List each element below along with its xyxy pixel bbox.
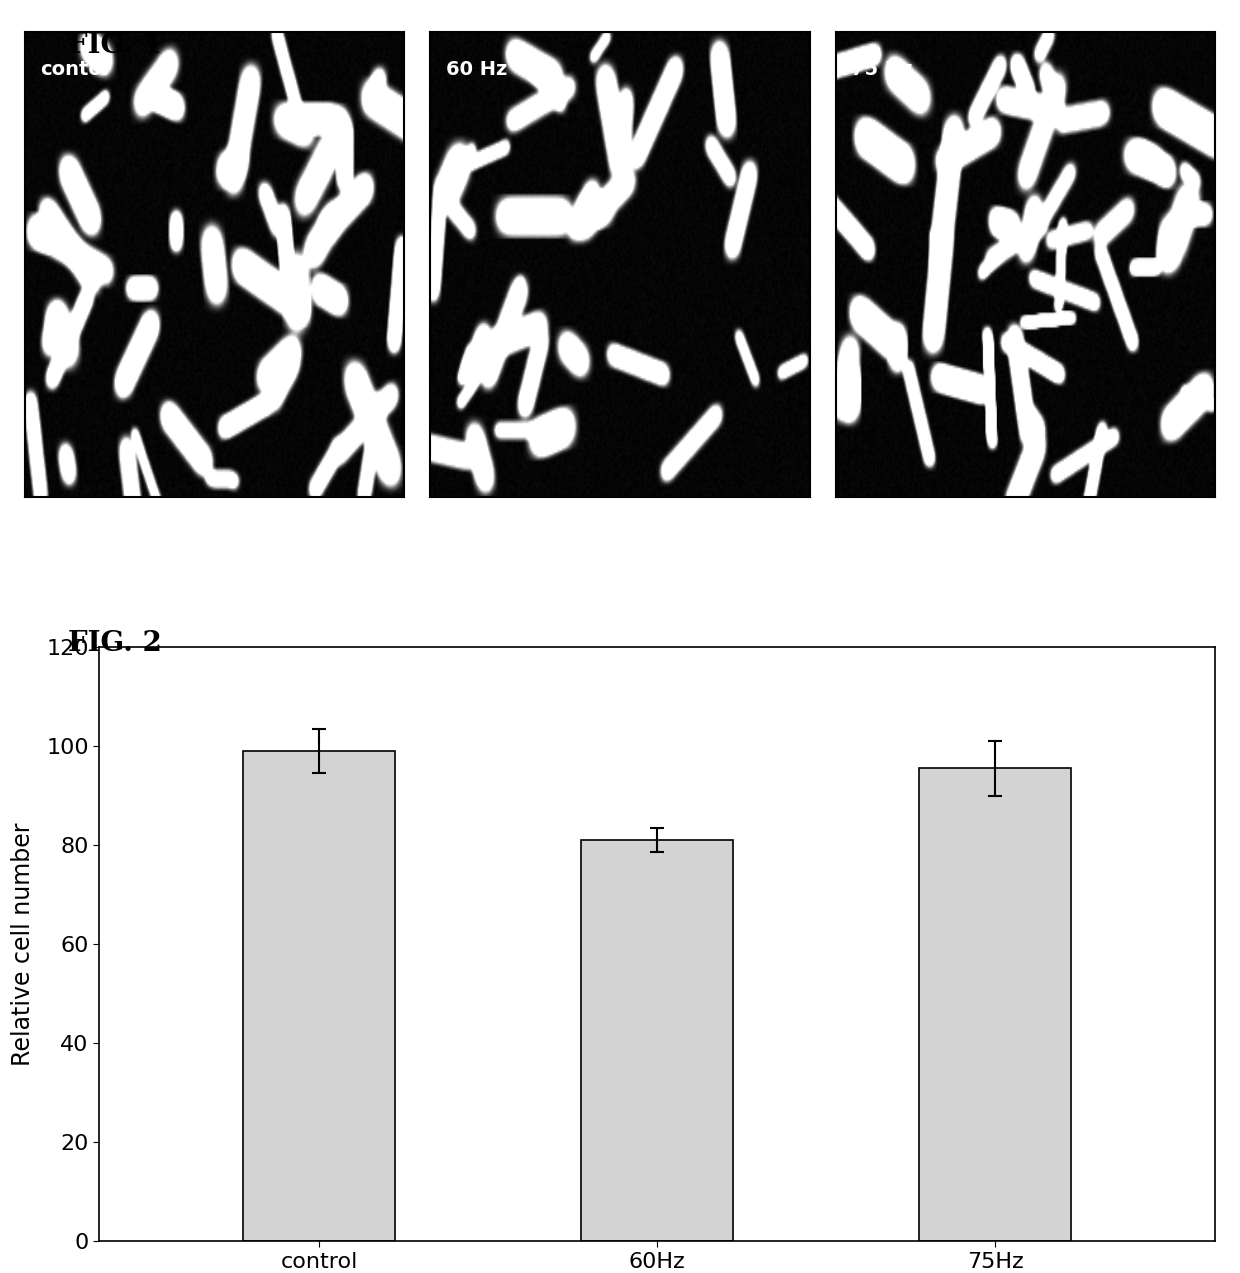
Bar bbox=[582, 840, 733, 1241]
Text: FIG. 2: FIG. 2 bbox=[68, 630, 162, 657]
Text: contol: contol bbox=[40, 60, 108, 79]
Text: 60 Hz: 60 Hz bbox=[445, 60, 507, 79]
Y-axis label: Relative cell number: Relative cell number bbox=[11, 822, 35, 1066]
Bar bbox=[243, 751, 396, 1241]
Text: FIG. 1: FIG. 1 bbox=[68, 32, 162, 59]
Bar bbox=[919, 769, 1071, 1241]
Text: 75 Hz: 75 Hz bbox=[851, 60, 913, 79]
